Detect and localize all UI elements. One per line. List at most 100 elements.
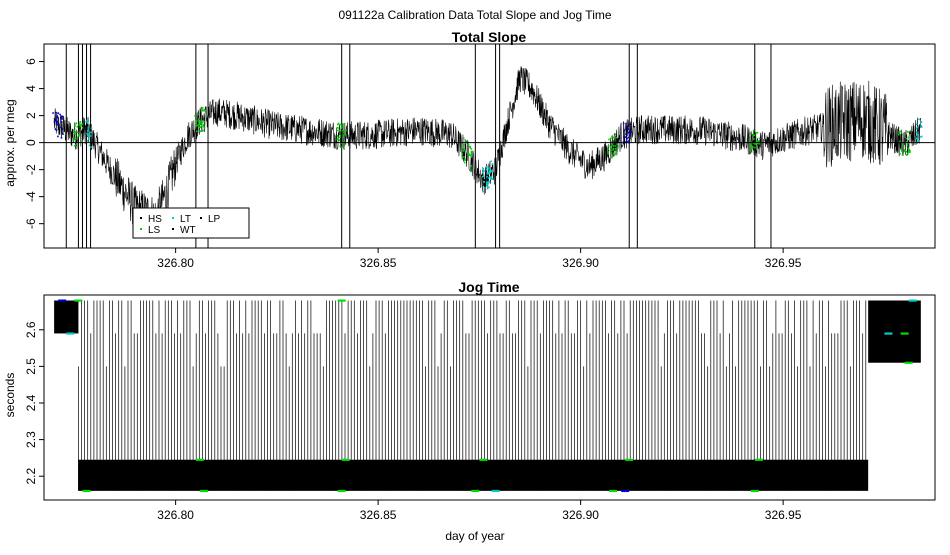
total-slope-marker	[73, 129, 76, 132]
total-slope-marker	[482, 167, 485, 170]
total-slope-marker	[750, 144, 753, 147]
total-slope-marker	[55, 129, 58, 132]
figure-xlabel: day of year	[445, 529, 504, 543]
total-slope-marker	[628, 130, 631, 132]
total-slope-marker	[90, 146, 92, 148]
jog-time-high-block	[54, 300, 79, 334]
total-slope-marker	[488, 171, 490, 174]
total-slope-marker	[488, 180, 490, 183]
total-slope-marker	[754, 142, 757, 145]
total-slope-marker	[336, 127, 339, 129]
total-slope-marker	[195, 125, 197, 127]
total-slope-marker	[612, 147, 615, 150]
total-slope-marker	[906, 144, 909, 146]
total-slope-marker	[917, 141, 919, 143]
total-slope-marker	[339, 134, 342, 137]
jog-time-marker	[337, 299, 346, 302]
total-slope-marker	[337, 122, 340, 125]
total-slope-marker	[489, 171, 492, 173]
total-slope-marker	[73, 131, 76, 134]
total-slope-marker	[488, 186, 490, 189]
total-slope-marker	[617, 147, 619, 149]
total-slope-marker	[338, 129, 341, 132]
total-slope-marker	[61, 115, 64, 118]
total-slope-marker	[486, 184, 488, 187]
total-slope-marker	[486, 183, 489, 186]
total-slope-marker	[203, 109, 205, 112]
total-slope-marker	[487, 168, 490, 170]
total-slope-marker	[915, 130, 918, 133]
total-slope-marker	[622, 136, 625, 138]
legend-box	[132, 207, 250, 239]
total-slope-marker	[487, 177, 490, 179]
total-slope-marker	[908, 150, 911, 153]
total-slope-marker	[919, 136, 922, 138]
jog-time-y-tick-label: 2.6	[24, 321, 38, 338]
jog-time-series-line	[78, 300, 867, 491]
total-slope-marker	[612, 152, 615, 155]
total-slope-marker	[905, 150, 908, 153]
total-slope-marker	[752, 142, 755, 145]
total-slope-marker	[57, 117, 60, 120]
total-slope-marker	[625, 133, 628, 135]
total-slope-marker	[199, 122, 201, 124]
total-slope-y-tick-label: 2	[24, 112, 38, 119]
jog-time-marker	[625, 458, 634, 461]
total-slope-ylabel: approx. per meg	[3, 99, 17, 186]
total-slope-marker	[486, 186, 489, 188]
jog-time-data	[54, 299, 921, 493]
total-slope-marker	[899, 152, 901, 155]
total-slope-panel: Total Slope approx. per meg 326.80 326.85…	[3, 29, 936, 270]
total-slope-marker	[758, 137, 761, 140]
total-slope-marker	[905, 140, 908, 143]
total-slope-marker	[755, 132, 758, 134]
total-slope-marker	[194, 115, 196, 117]
total-slope-marker	[344, 134, 347, 136]
total-slope-marker	[488, 181, 490, 184]
total-slope-marker	[908, 136, 910, 139]
total-slope-marker	[622, 141, 625, 143]
total-slope-marker	[624, 136, 627, 138]
total-slope-marker	[86, 122, 89, 124]
total-slope-marker	[89, 131, 92, 134]
total-slope-marker	[73, 144, 76, 147]
total-slope-marker	[60, 116, 63, 119]
total-slope-marker	[79, 121, 81, 123]
total-slope-marker	[625, 140, 627, 143]
total-slope-marker	[915, 137, 918, 140]
total-slope-marker	[55, 116, 58, 118]
total-slope-marker	[463, 161, 466, 164]
total-slope-marker	[907, 147, 909, 150]
jog-time-marker	[908, 299, 917, 302]
total-slope-marker	[200, 124, 203, 126]
jog-time-x-tick-label: 326.90	[562, 508, 599, 522]
total-slope-marker	[201, 109, 204, 112]
total-slope-marker	[195, 130, 198, 133]
total-slope-marker	[74, 133, 76, 135]
figure-suptitle: 091122a Calibration Data Total Slope and…	[338, 8, 611, 22]
total-slope-title: Total Slope	[452, 29, 527, 45]
total-slope-marker	[901, 150, 903, 152]
total-slope-marker	[55, 111, 57, 114]
total-slope-marker	[470, 148, 473, 150]
total-slope-marker	[57, 124, 59, 126]
total-slope-marker	[608, 138, 610, 141]
total-slope-marker	[199, 123, 201, 125]
total-slope-marker	[200, 120, 203, 122]
legend-swatch	[172, 217, 174, 219]
total-slope-marker	[627, 140, 630, 142]
total-slope-marker	[337, 136, 340, 139]
total-slope-marker	[614, 148, 617, 150]
total-slope-marker	[471, 153, 473, 156]
jog-time-y-tick-label: 2.2	[24, 468, 38, 485]
total-slope-marker	[342, 126, 344, 128]
total-slope-marker	[752, 135, 754, 137]
total-slope-marker	[609, 146, 612, 149]
total-slope-marker	[74, 131, 77, 134]
total-slope-marker	[74, 138, 77, 141]
total-slope-marker	[918, 140, 920, 142]
jog-time-marker	[199, 489, 208, 493]
total-slope-marker	[607, 148, 609, 150]
total-slope-marker	[622, 142, 625, 145]
jog-time-title: Jog Time	[458, 279, 519, 295]
